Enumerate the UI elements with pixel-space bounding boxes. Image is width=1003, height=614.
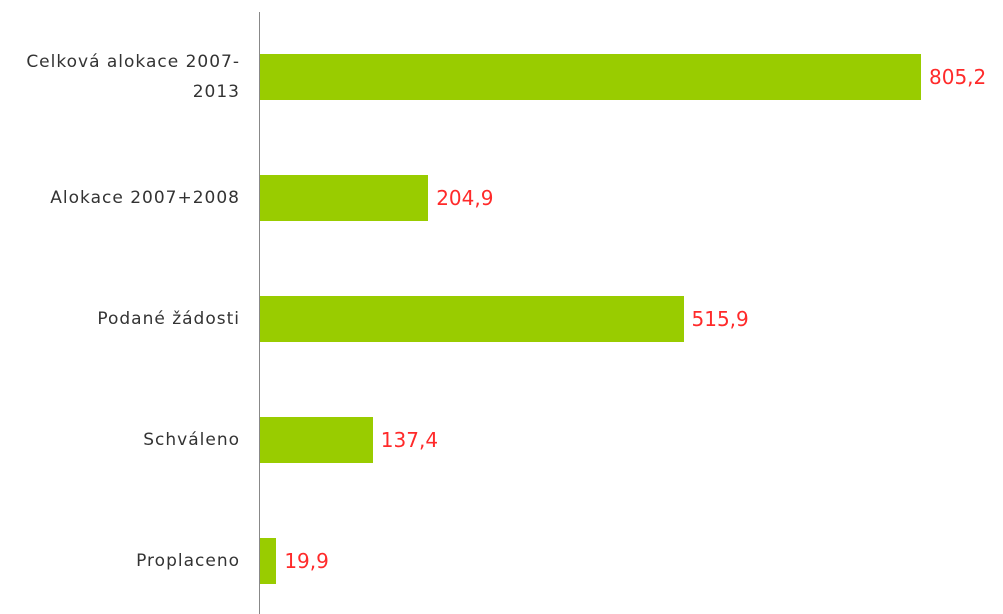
- bar: [260, 538, 277, 584]
- bar: [260, 296, 684, 342]
- value-label: 19,9: [284, 549, 329, 573]
- category-label: Alokace 2007+2008: [50, 188, 240, 208]
- category-label: Celková alokace 2007-2013: [26, 52, 240, 102]
- axis-line: [259, 12, 260, 614]
- category-label: Podané žádosti: [97, 309, 240, 329]
- bar: [260, 175, 429, 221]
- category-label: Proplaceno: [136, 551, 240, 571]
- bar: [260, 417, 373, 463]
- category-label: Schváleno: [143, 430, 240, 450]
- value-label: 805,2: [929, 65, 987, 89]
- value-label: 515,9: [691, 307, 749, 331]
- value-label: 137,4: [380, 428, 439, 452]
- bar: [260, 54, 921, 100]
- value-label: 204,9: [436, 186, 494, 210]
